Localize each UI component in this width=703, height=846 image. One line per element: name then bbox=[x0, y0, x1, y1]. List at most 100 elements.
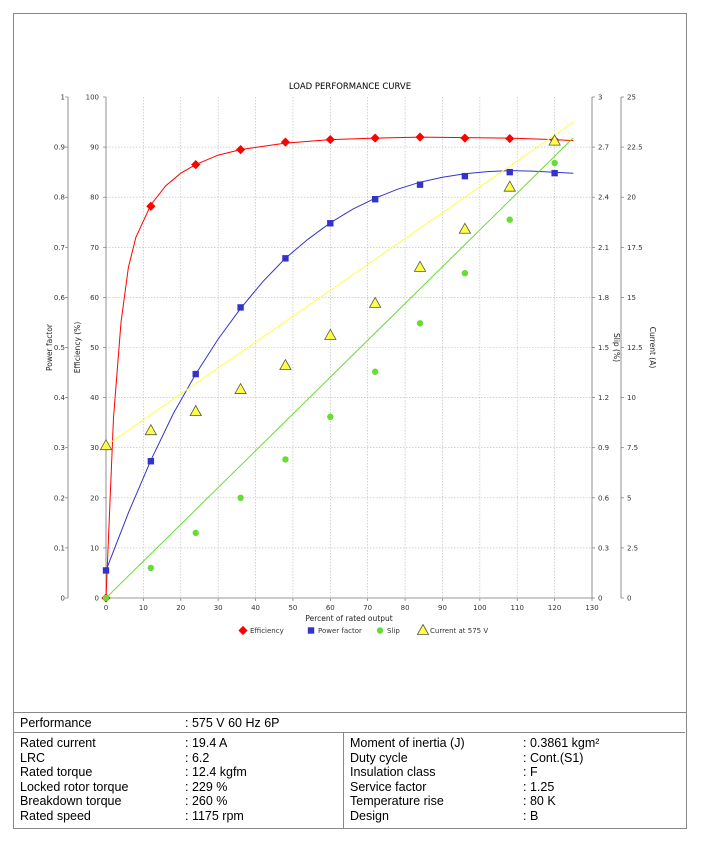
spec-label: LRC bbox=[20, 750, 46, 765]
power-factor-tick-label: 0.1 bbox=[54, 544, 65, 552]
spec-value: : 19.4 A bbox=[185, 736, 228, 750]
x-tick-label: 130 bbox=[585, 604, 598, 612]
current-tick-label: 22.5 bbox=[627, 144, 643, 152]
data-point bbox=[413, 260, 427, 272]
x-tick-label: 80 bbox=[401, 604, 410, 612]
data-point bbox=[234, 382, 247, 394]
data-point bbox=[282, 255, 289, 262]
slip-tick-label: 0.6 bbox=[598, 494, 610, 502]
x-tick-label: 90 bbox=[438, 604, 447, 612]
spec-value: : 12.4 kgfm bbox=[185, 765, 247, 779]
data-point bbox=[192, 529, 199, 537]
performance-value: : 575 V 60 Hz 6P bbox=[185, 716, 280, 730]
x-tick-label: 20 bbox=[176, 604, 185, 612]
spec-value: : 1175 rpm bbox=[185, 808, 244, 823]
slip-tick-label: 0.9 bbox=[598, 444, 609, 452]
legend-item: Power factor bbox=[307, 627, 362, 635]
data-point bbox=[99, 438, 113, 451]
legend-marker bbox=[376, 627, 384, 634]
slip-tick-label: 1.2 bbox=[598, 394, 609, 402]
data-point bbox=[551, 159, 558, 167]
data-point bbox=[506, 168, 513, 176]
series-layer bbox=[99, 121, 574, 603]
column-divider bbox=[343, 733, 344, 829]
spec-value: : F bbox=[523, 765, 538, 779]
grid bbox=[106, 97, 592, 598]
legend: Efficiency Power factor Slip Current at 575… bbox=[238, 623, 488, 636]
data-point bbox=[102, 567, 110, 574]
x-tick-label: 60 bbox=[326, 604, 335, 612]
slip-tick-label: 2.1 bbox=[598, 244, 609, 252]
data-point bbox=[416, 181, 424, 188]
data-point bbox=[551, 169, 558, 177]
spec-header-row: Performance : 575 V 60 Hz 6P bbox=[13, 713, 685, 733]
spec-label: Rated torque bbox=[20, 765, 93, 779]
slip-tick-label: 3 bbox=[598, 94, 602, 102]
current-tick-label: 7.5 bbox=[627, 444, 638, 452]
efficiency-tick-label: 90 bbox=[90, 144, 99, 152]
power-factor-tick-label: 0 bbox=[61, 595, 65, 603]
slip-tick-label: 2.4 bbox=[598, 194, 610, 202]
efficiency-tick-label: 100 bbox=[86, 94, 99, 102]
data-point bbox=[282, 456, 289, 463]
spec-label: Rated current bbox=[20, 736, 96, 750]
legend-label: Slip bbox=[387, 627, 400, 635]
data-point bbox=[147, 564, 155, 572]
data-point bbox=[416, 320, 424, 327]
power-factor-tick-label: 0.5 bbox=[54, 344, 65, 352]
legend-label: Efficiency bbox=[250, 627, 284, 635]
x-tick-label: 30 bbox=[214, 604, 223, 612]
efficiency-tick-label: 60 bbox=[90, 294, 99, 302]
x-tick-label: 120 bbox=[548, 604, 561, 612]
data-point bbox=[279, 358, 292, 370]
efficiency-tick-label: 20 bbox=[90, 494, 99, 502]
legend-item: Efficiency bbox=[238, 625, 284, 636]
current-tick-label: 25 bbox=[627, 94, 636, 102]
power-factor-tick-label: 0.2 bbox=[54, 494, 65, 502]
current-tick-label: 5 bbox=[627, 494, 631, 502]
current-axis-title: Current (A) bbox=[648, 327, 657, 369]
spec-value: : Cont.(S1) bbox=[523, 750, 584, 765]
power-factor-tick-label: 0.3 bbox=[54, 444, 65, 452]
spec-label: Temperature rise bbox=[350, 794, 444, 808]
data-point bbox=[368, 296, 382, 308]
slip-tick-label: 1.8 bbox=[598, 294, 609, 302]
data-point bbox=[144, 423, 158, 436]
data-point bbox=[460, 133, 470, 143]
efficiency-tick-label: 10 bbox=[90, 544, 99, 552]
data-point bbox=[461, 172, 469, 180]
spec-label: Design bbox=[350, 808, 389, 823]
slip-tick-label: 1.5 bbox=[598, 344, 609, 352]
data-point bbox=[192, 370, 199, 378]
spec-label: Service factor bbox=[350, 779, 427, 794]
power-factor-tick-label: 0.9 bbox=[54, 144, 65, 152]
spec-value: : 6.2 bbox=[185, 750, 210, 765]
power-factor-tick-label: 0.7 bbox=[54, 244, 65, 252]
power-factor-tick-label: 0.6 bbox=[54, 294, 66, 302]
series-line bbox=[105, 137, 574, 599]
series-slip bbox=[102, 137, 574, 602]
data-point bbox=[370, 133, 380, 143]
spec-label: Locked rotor torque bbox=[20, 779, 129, 794]
x-tick-label: 100 bbox=[473, 604, 486, 612]
spec-table: Performance : 575 V 60 Hz 6P Rated curre… bbox=[13, 712, 687, 829]
efficiency-tick-label: 70 bbox=[90, 244, 99, 252]
data-point bbox=[237, 494, 244, 501]
efficiency-tick-label: 40 bbox=[90, 394, 99, 402]
data-point bbox=[458, 222, 472, 234]
slip-tick-label: 0.3 bbox=[598, 544, 609, 552]
data-point bbox=[147, 458, 155, 465]
series-line bbox=[105, 121, 574, 447]
x-tick-label: 10 bbox=[139, 604, 148, 612]
efficiency-tick-label: 50 bbox=[90, 344, 99, 352]
current-tick-label: 20 bbox=[627, 194, 636, 202]
spec-value: : 80 K bbox=[523, 794, 556, 808]
current-tick-label: 10 bbox=[627, 394, 636, 402]
slip-tick-label: 2.7 bbox=[598, 144, 609, 152]
data-point bbox=[235, 145, 246, 155]
data-point bbox=[324, 328, 337, 340]
series-line bbox=[105, 170, 574, 571]
x-axis-title: Percent of rated output bbox=[305, 614, 392, 623]
series-efficiency bbox=[101, 132, 574, 603]
data-point bbox=[191, 160, 201, 170]
